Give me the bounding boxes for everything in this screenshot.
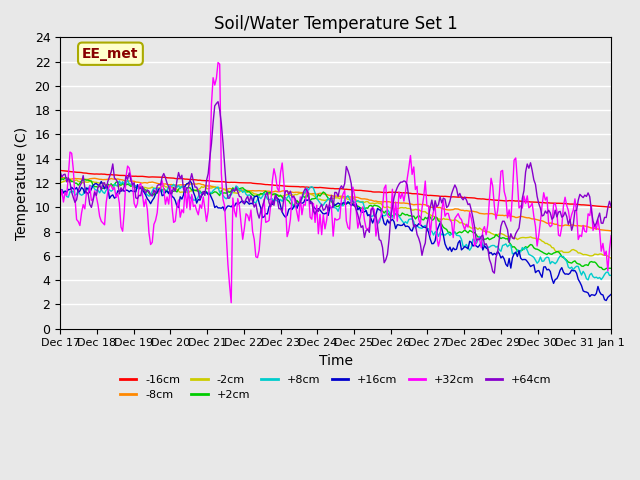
+2cm [223, 191, 230, 196]
-8cm [365, 197, 373, 203]
+2cm [65, 177, 72, 182]
+8cm [56, 188, 64, 194]
Line: +16cm: +16cm [60, 181, 611, 300]
Line: -2cm: -2cm [60, 180, 611, 258]
Line: +8cm: +8cm [60, 180, 611, 280]
Title: Soil/Water Temperature Set 1: Soil/Water Temperature Set 1 [214, 15, 458, 33]
Line: -16cm: -16cm [60, 170, 611, 207]
+64cm [178, 172, 186, 178]
Text: EE_met: EE_met [82, 47, 139, 61]
+8cm [607, 273, 615, 278]
+2cm [367, 203, 375, 208]
+64cm [490, 270, 498, 276]
+32cm [607, 233, 615, 239]
-2cm [63, 178, 70, 183]
+64cm [223, 184, 230, 190]
+32cm [369, 204, 376, 210]
+16cm [602, 298, 610, 303]
+64cm [510, 236, 518, 242]
+16cm [56, 188, 64, 193]
+8cm [124, 177, 131, 183]
+16cm [509, 255, 516, 261]
+2cm [509, 244, 516, 250]
-8cm [178, 182, 186, 188]
+16cm [186, 178, 194, 184]
-8cm [221, 186, 228, 192]
+2cm [180, 184, 188, 190]
Legend: -16cm, -8cm, -2cm, +2cm, +8cm, +16cm, +32cm, +64cm: -16cm, -8cm, -2cm, +2cm, +8cm, +16cm, +3… [115, 370, 556, 405]
-16cm [221, 179, 228, 185]
-8cm [56, 175, 64, 180]
+8cm [367, 214, 375, 219]
-2cm [515, 236, 523, 241]
+16cm [223, 205, 230, 211]
+32cm [178, 207, 186, 213]
+16cm [515, 248, 523, 253]
Line: +64cm: +64cm [60, 102, 611, 273]
+32cm [223, 233, 230, 239]
-2cm [56, 180, 64, 186]
-16cm [513, 198, 521, 204]
+2cm [607, 265, 615, 271]
+16cm [607, 291, 615, 297]
-16cm [507, 198, 515, 204]
-2cm [223, 188, 230, 194]
+32cm [214, 60, 222, 65]
+2cm [515, 249, 523, 254]
+2cm [601, 267, 609, 273]
+32cm [63, 192, 70, 198]
-2cm [607, 255, 615, 261]
+8cm [180, 183, 188, 189]
Line: +32cm: +32cm [60, 62, 611, 303]
Line: +2cm: +2cm [60, 178, 611, 270]
+8cm [223, 196, 230, 202]
-2cm [73, 177, 81, 183]
-16cm [607, 204, 615, 210]
-16cm [178, 176, 186, 181]
-16cm [365, 189, 373, 194]
+16cm [178, 196, 186, 202]
+32cm [517, 203, 525, 209]
Line: -8cm: -8cm [60, 178, 611, 231]
+16cm [367, 216, 375, 221]
+32cm [510, 157, 518, 163]
-8cm [607, 228, 615, 234]
+8cm [515, 248, 523, 253]
-8cm [63, 176, 70, 181]
+2cm [56, 178, 64, 184]
+8cm [584, 277, 592, 283]
+64cm [56, 168, 64, 174]
+64cm [517, 213, 525, 218]
+8cm [63, 193, 70, 199]
+64cm [607, 204, 615, 209]
-16cm [63, 168, 70, 174]
-8cm [507, 213, 515, 219]
+64cm [367, 207, 375, 213]
-2cm [180, 189, 188, 195]
+32cm [227, 300, 235, 306]
+8cm [509, 251, 516, 257]
Y-axis label: Temperature (C): Temperature (C) [15, 126, 29, 240]
X-axis label: Time: Time [319, 354, 353, 368]
-2cm [509, 234, 516, 240]
+2cm [63, 175, 70, 180]
+64cm [63, 179, 70, 185]
+64cm [214, 99, 222, 105]
-2cm [367, 201, 375, 206]
+32cm [56, 195, 64, 201]
-16cm [56, 168, 64, 173]
+16cm [63, 190, 70, 195]
-8cm [513, 215, 521, 220]
